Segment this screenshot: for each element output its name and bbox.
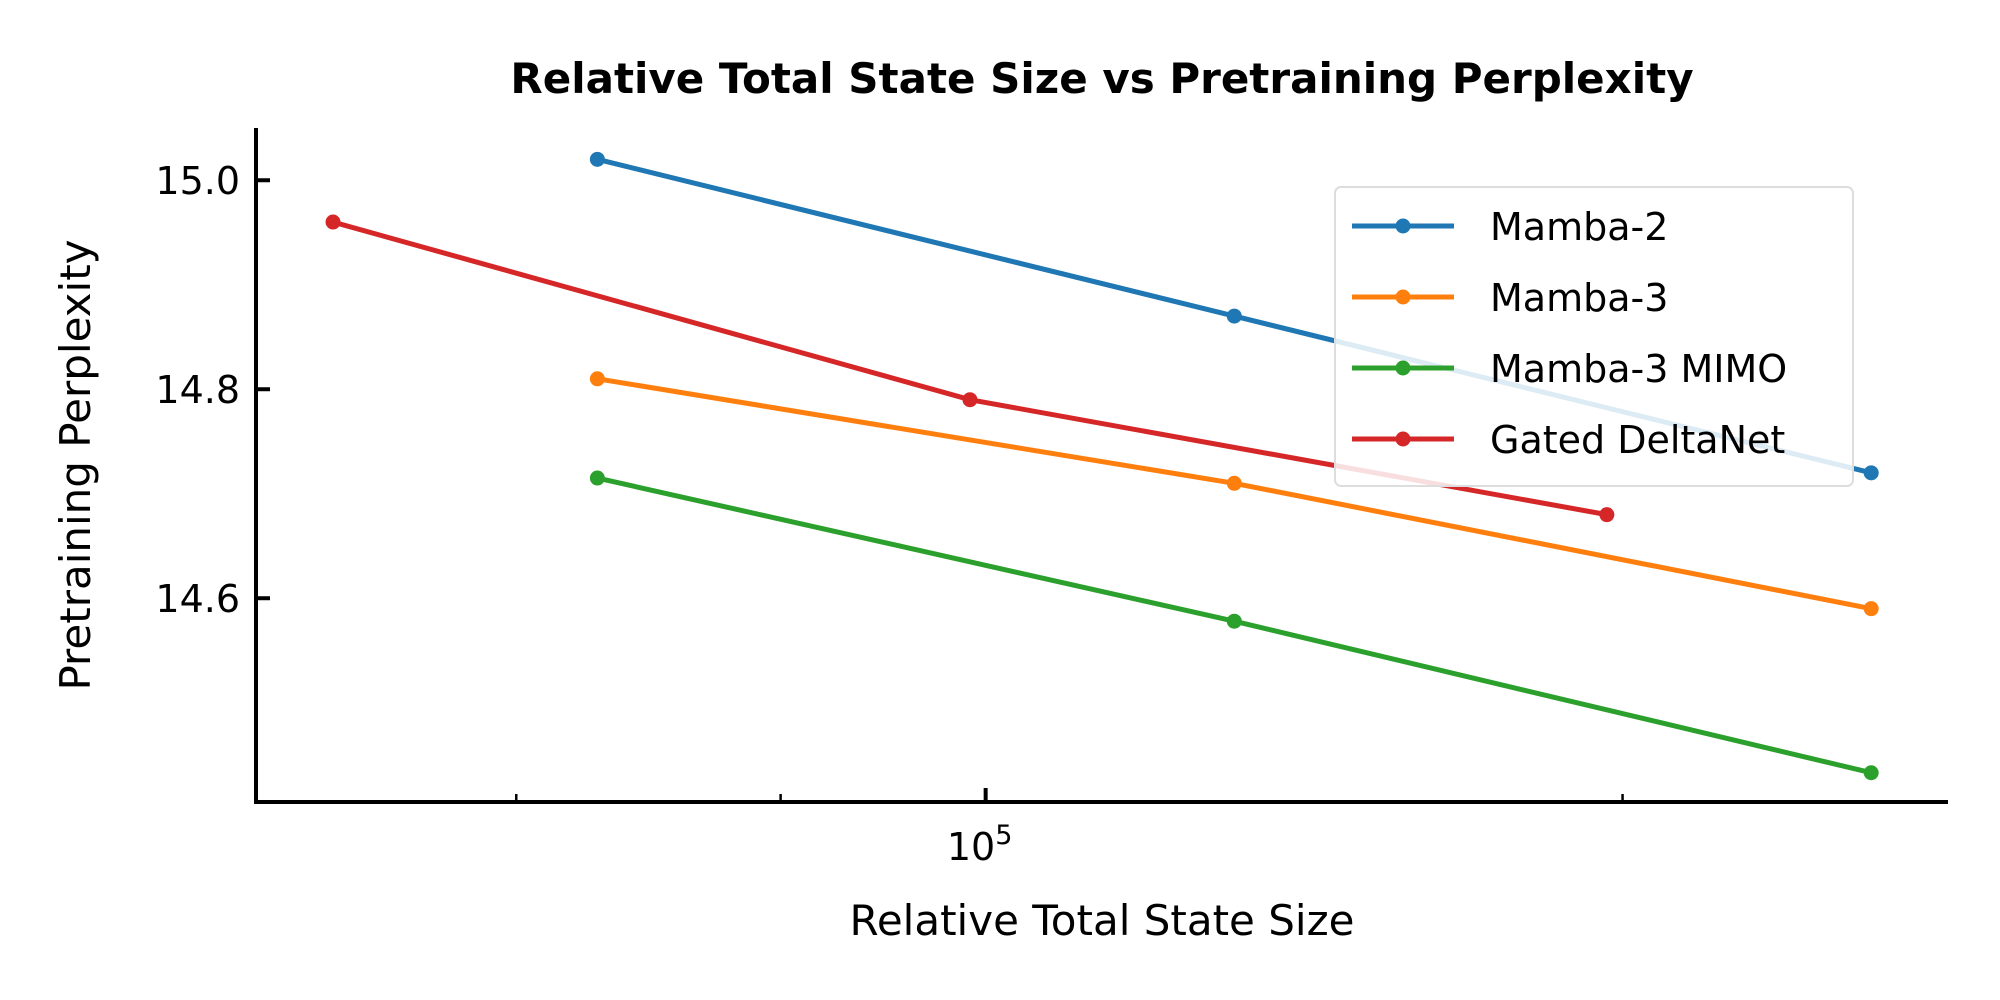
data-point (589, 470, 605, 486)
data-point (962, 392, 978, 408)
data-point (1863, 465, 1879, 481)
data-point (1226, 613, 1242, 629)
legend-frame (1334, 186, 1854, 487)
legend-item: Mamba-3 MIMO (1352, 347, 1787, 391)
data-point (1599, 507, 1615, 523)
legend-label: Mamba-3 (1490, 276, 1668, 320)
data-point (1226, 475, 1242, 491)
ticks: 15.0 14.8 14.6 105 (155, 159, 1624, 869)
data-point (589, 371, 605, 387)
data-point (325, 214, 341, 230)
y-tick-label: 14.6 (155, 577, 240, 621)
data-point (589, 151, 605, 167)
legend-label: Gated DeltaNet (1490, 418, 1785, 462)
legend-marker (1395, 218, 1411, 234)
legend-marker (1395, 431, 1411, 447)
y-tick-label: 15.0 (155, 159, 240, 203)
legend-marker (1395, 289, 1411, 305)
y-tick-label: 14.8 (155, 368, 240, 412)
data-point (1226, 308, 1242, 324)
legend-label: Mamba-2 (1490, 205, 1668, 249)
legend-item: Mamba-2 (1352, 205, 1668, 249)
x-tick-label: 105 (947, 820, 1013, 869)
x-axis-label: Relative Total State Size (850, 896, 1355, 945)
y-axis-label: Pretraining Perplexity (51, 239, 100, 690)
legend-item: Mamba-3 (1352, 276, 1668, 320)
chart-title: Relative Total State Size vs Pretraining… (510, 54, 1693, 103)
legend-item: Gated DeltaNet (1352, 418, 1785, 462)
series-mamba-3 (589, 371, 1879, 617)
data-point (1863, 601, 1879, 617)
legend: Mamba-2 Mamba-3 Mamba-3 MIMO Gated DeltaNet (1334, 186, 1854, 487)
data-point (1863, 765, 1879, 781)
legend-label: Mamba-3 MIMO (1490, 347, 1787, 391)
axes (254, 128, 1948, 804)
legend-marker (1395, 360, 1411, 376)
series-mamba-3-mimo (589, 470, 1879, 781)
